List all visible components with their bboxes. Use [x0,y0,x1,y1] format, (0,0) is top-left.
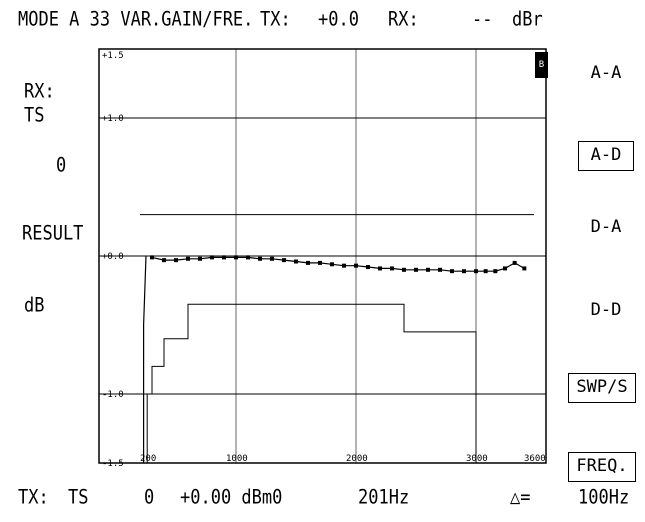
footer-tx-label: TX: [18,486,49,509]
data-point [258,256,262,261]
data-point [390,266,394,271]
header-unit: dBr [512,8,543,31]
data-point [306,260,310,265]
footer-delta: △= [510,486,531,509]
x-tick-label: 2000 [346,454,368,464]
y-tick-label: -1.0 [102,390,124,400]
footer-ts-value: 0 [144,486,155,509]
data-point [493,269,498,274]
data-point [503,266,507,271]
data-point [186,256,190,261]
lower-mask-line [146,303,534,464]
data-point [294,259,298,264]
response-line [151,256,525,272]
footer-level: +0.00 dBm0 [180,486,283,509]
chart-grid [99,49,546,463]
unit-label: dB [24,294,45,317]
left-rx-label: RX: [24,80,55,103]
x-tick-label: 200 [140,454,156,464]
data-point [354,263,358,268]
data-point [342,263,346,268]
softkey-d-a[interactable]: D-A [590,217,622,237]
data-point [222,255,226,260]
data-point [512,260,517,265]
data-point [366,265,370,270]
data-point [402,267,406,272]
data-point [234,255,238,260]
header-rx-value: -- [472,8,493,31]
footer-frequency: 201Hz [358,486,410,509]
data-point [318,260,322,265]
data-point [246,255,250,260]
header-rx-label: RX: [388,8,419,31]
y-tick-label: +1.5 [102,51,124,61]
y-tick-label: +0.0 [102,252,124,262]
data-point [426,267,430,272]
data-point [522,266,527,271]
data-point [450,269,454,274]
data-point [378,266,382,271]
x-tick-label: 3600 [524,454,546,464]
left-ts-value: 0 [56,154,67,177]
sweep-start-line [143,255,147,463]
softkey-a-a[interactable]: A-A [590,63,622,83]
left-ts-label: TS [24,104,45,127]
footer-delta-value: 100Hz [578,486,630,509]
data-point [330,262,334,267]
measurement-series [150,255,527,274]
data-point [174,258,178,263]
header-tx-value: +0.0 [318,8,359,31]
data-point [438,267,442,272]
data-point [150,255,154,260]
data-point [162,258,166,263]
data-point [462,269,466,274]
data-point [198,256,202,261]
x-tick-label: 3000 [466,454,488,464]
data-point [270,256,274,261]
footer-ts-label: TS [68,486,89,509]
x-tick-label: 1000 [226,454,248,464]
y-tick-label: -1.5 [102,459,124,469]
plot-frame [98,48,547,464]
data-point [210,255,214,260]
header-tx-label: TX: [260,8,291,31]
x-tick-labels: 200 1000 2000 3000 3600 [140,454,546,464]
result-label: RESULT [22,222,84,245]
softkey-a-d[interactable]: A-D [578,141,634,171]
tolerance-masks [140,214,534,464]
y-tick-label: +1.0 [102,114,124,124]
data-point [474,269,478,274]
softkey-d-d[interactable]: D-D [590,300,622,320]
data-point [483,269,488,274]
data-point [282,258,286,263]
header-mode: MODE A 33 VAR.GAIN/FRE. [18,8,254,31]
data-point [414,267,418,272]
y-tick-labels: +1.5 +1.0 +0.0 -1.0 -1.5 [102,51,124,469]
corner-marker-icon: B [535,52,548,78]
softkey-sweep[interactable]: SWP/S [568,373,636,403]
softkey-freq[interactable]: FREQ. [568,452,636,482]
